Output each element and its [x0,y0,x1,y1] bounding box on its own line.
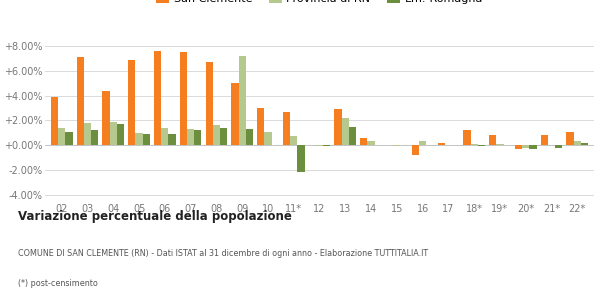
Bar [412,145,419,155]
Bar [566,131,574,145]
Bar [437,143,445,145]
Text: (*) post-censimento: (*) post-censimento [18,279,98,288]
Bar [110,122,117,145]
Bar [91,130,98,145]
Text: COMUNE DI SAN CLEMENTE (RN) - Dati ISTAT al 31 dicembre di ogni anno - Elaborazi: COMUNE DI SAN CLEMENTE (RN) - Dati ISTAT… [18,249,428,258]
Bar [220,128,227,145]
Bar [489,135,496,145]
Bar [77,57,84,145]
Bar [265,131,272,145]
Bar [360,138,367,145]
Bar [463,130,470,145]
Bar [419,142,426,145]
Bar [128,60,136,145]
Bar [180,52,187,145]
Bar [206,62,213,145]
Bar [522,145,529,148]
Bar [470,144,478,145]
Bar [541,135,548,145]
Bar [187,129,194,145]
Bar [323,145,331,146]
Bar [574,142,581,145]
Text: Variazione percentuale della popolazione: Variazione percentuale della popolazione [18,210,292,223]
Bar [117,124,124,145]
Bar [349,127,356,145]
Bar [154,51,161,145]
Bar [334,109,341,145]
Bar [213,125,220,145]
Bar [298,145,305,172]
Bar [367,142,374,145]
Bar [58,128,65,145]
Bar [257,108,265,145]
Bar [169,134,176,145]
Bar [341,118,349,145]
Bar [529,145,536,149]
Bar [51,97,58,145]
Bar [283,112,290,145]
Bar [161,128,169,145]
Bar [232,83,239,145]
Bar [555,145,562,148]
Bar [84,123,91,145]
Bar [143,134,150,145]
Bar [515,145,522,149]
Bar [103,91,110,145]
Bar [65,131,73,145]
Bar [136,133,143,145]
Bar [496,144,503,145]
Bar [581,143,588,145]
Bar [290,136,298,145]
Bar [246,129,253,145]
Bar [194,130,202,145]
Bar [478,145,485,146]
Bar [393,145,400,146]
Legend: San Clemente, Provincia di RN, Em.-Romagna: San Clemente, Provincia di RN, Em.-Romag… [151,0,488,8]
Bar [316,145,323,146]
Bar [239,56,246,145]
